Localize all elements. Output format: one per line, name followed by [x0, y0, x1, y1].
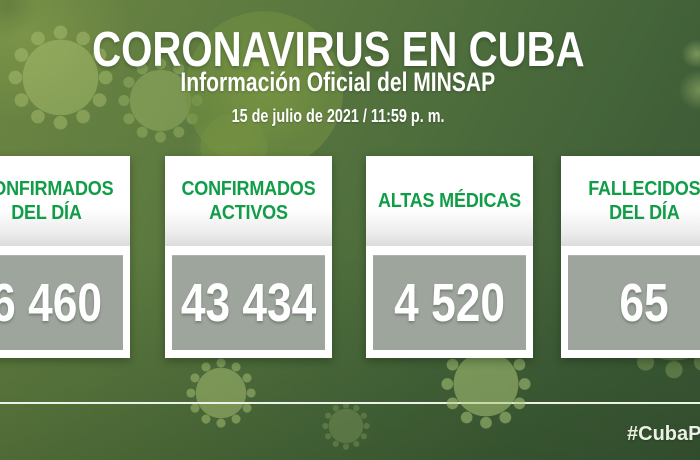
stat-card-confirmados-del-dia: CONFIRMADOS DEL DÍA 6 460 — [0, 156, 130, 358]
stat-card-fallecidos-del-dia: FALLECIDOS DEL DÍA 65 — [561, 156, 700, 358]
hashtag: #CubaPorLaVida — [627, 423, 700, 445]
virus-particle-icon — [322, 402, 370, 450]
stat-value-box: 6 460 — [0, 255, 123, 350]
stat-value-box: 43 434 — [172, 255, 325, 350]
virus-particle-icon — [186, 358, 256, 428]
stat-value: 43 434 — [180, 272, 317, 333]
report-date: 15 de julio de 2021 / 11:59 p. m. — [231, 106, 445, 126]
page-title: CORONAVIRUS EN CUBA — [91, 23, 585, 77]
stat-value-box: 4 520 — [373, 255, 526, 350]
stat-label: CONFIRMADOS DEL DÍA — [0, 156, 130, 246]
stat-value: 6 460 — [0, 272, 102, 333]
stat-value-box: 65 — [568, 255, 700, 350]
stat-label: FALLECIDOS DEL DÍA — [561, 156, 700, 246]
stat-value: 4 520 — [394, 272, 505, 333]
stat-card-altas-medicas: ALTAS MÉDICAS 4 520 — [366, 156, 533, 358]
stat-value: 65 — [619, 272, 670, 333]
stat-card-confirmados-activos: CONFIRMADOS ACTIVOS 43 434 — [165, 156, 332, 358]
divider-line — [0, 402, 700, 404]
stat-label: ALTAS MÉDICAS — [366, 156, 533, 246]
page-subtitle: Información Oficial del MINSAP — [180, 67, 496, 97]
stat-label: CONFIRMADOS ACTIVOS — [165, 156, 332, 246]
